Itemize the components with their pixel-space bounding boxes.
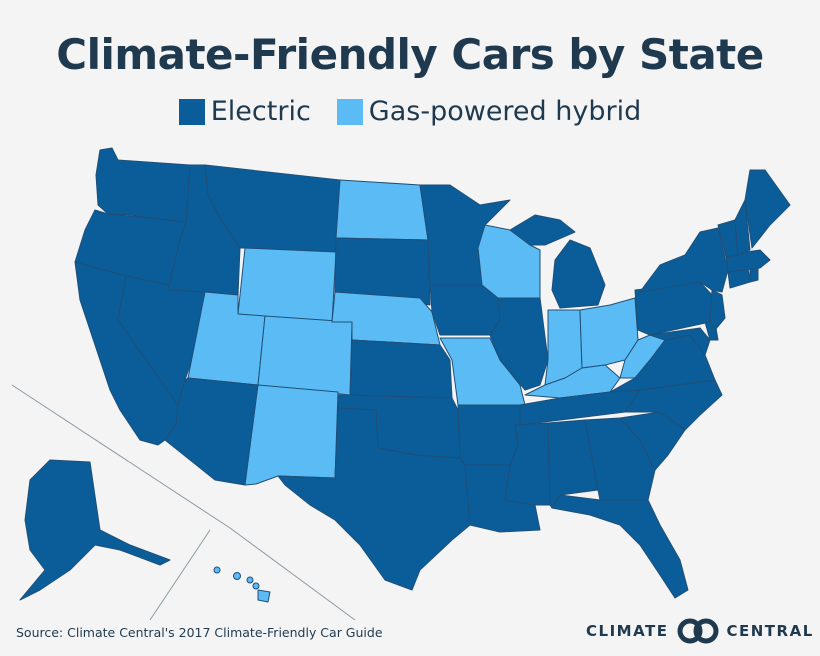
state-florida[interactable]: [551, 494, 689, 599]
state-alaska[interactable]: [19, 459, 171, 601]
legend-label-electric: Electric: [210, 96, 311, 127]
state-illinois[interactable]: [489, 297, 549, 391]
state-wyoming[interactable]: [237, 247, 337, 323]
legend-item-hybrid: Gas-powered hybrid: [336, 96, 642, 127]
state-missouri[interactable]: [439, 337, 526, 406]
interlocking-rings-icon: [677, 618, 718, 644]
state-new-jersey[interactable]: [709, 289, 726, 331]
legend-swatch-electric: [178, 98, 205, 125]
state-south-dakota[interactable]: [334, 237, 431, 306]
legend-item-electric: Electric: [178, 96, 311, 127]
state-hawaii[interactable]: [213, 566, 271, 603]
inset-divider-2: [229, 527, 356, 621]
logo-text-right: CENTRAL: [726, 622, 814, 640]
state-michigan[interactable]: [551, 239, 606, 309]
state-michigan-upper[interactable]: [509, 214, 576, 246]
state-maryland[interactable]: [649, 327, 711, 356]
legend-swatch-hybrid: [336, 98, 363, 125]
state-washington[interactable]: [95, 147, 191, 223]
climate-central-logo: CLIMATE CENTRAL: [586, 618, 814, 644]
source-note: Source: Climate Central's 2017 Climate-F…: [16, 625, 383, 640]
state-kansas[interactable]: [349, 339, 453, 399]
inset-divider-3: [149, 529, 211, 621]
state-rhode-island[interactable]: [749, 267, 759, 283]
logo-text-left: CLIMATE: [586, 622, 669, 640]
inset-divider: [11, 384, 231, 529]
state-texas[interactable]: [277, 407, 471, 591]
state-north-dakota[interactable]: [335, 179, 429, 241]
legend: Electric Gas-powered hybrid: [0, 96, 820, 127]
state-new-hampshire[interactable]: [734, 199, 751, 256]
state-colorado[interactable]: [257, 315, 353, 396]
map-title: Climate-Friendly Cars by State: [56, 30, 764, 79]
state-new-york[interactable]: [639, 227, 729, 293]
legend-label-hybrid: Gas-powered hybrid: [368, 96, 642, 127]
state-maine[interactable]: [744, 169, 791, 249]
state-new-mexico[interactable]: [244, 384, 339, 486]
state-iowa[interactable]: [429, 284, 501, 336]
